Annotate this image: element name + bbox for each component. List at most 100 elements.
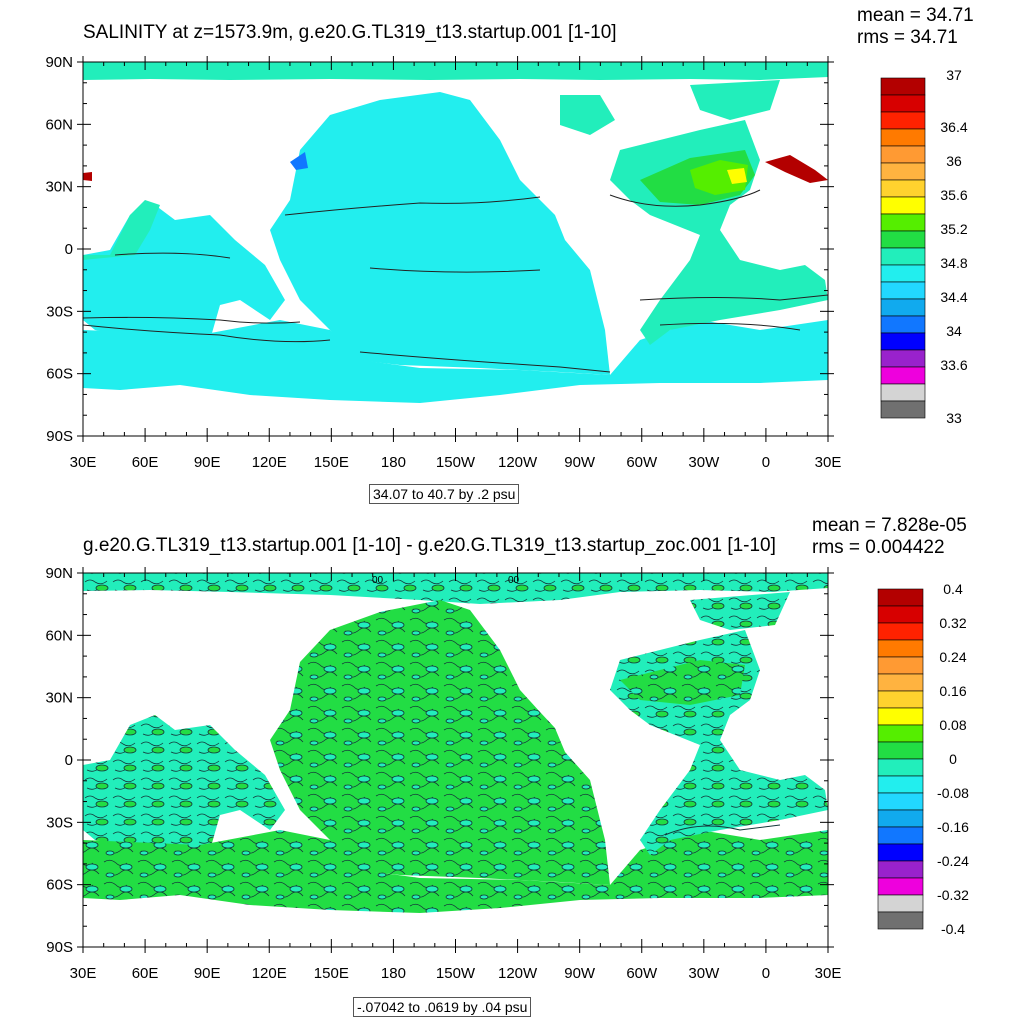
lat-label: 30N: [45, 690, 73, 707]
colorbar-swatch: [877, 775, 924, 794]
colorbar-swatch: [877, 741, 924, 760]
colorbar-swatch: [880, 111, 926, 130]
lon-label: 90W: [564, 454, 596, 471]
colorbar-label: 36: [946, 153, 962, 169]
colorbar-swatch: [877, 639, 924, 658]
lat-label: 0: [65, 241, 73, 258]
colorbar-swatch: [877, 605, 924, 624]
colorbar-label: 35.6: [940, 187, 967, 203]
colorbar-swatch: [880, 230, 926, 249]
lat-label: 30S: [46, 303, 73, 320]
lon-label: 120E: [252, 454, 287, 471]
colorbar-swatch: [877, 792, 924, 811]
pacific-ocean: [270, 92, 610, 375]
lon-label: 180: [381, 965, 406, 982]
colorbar-swatch: [880, 196, 926, 215]
panel-2-map: 00 00: [83, 573, 828, 947]
colorbar-label: 0.24: [939, 649, 966, 665]
lon-label: 150W: [436, 454, 476, 471]
colorbar-swatch: [877, 758, 924, 777]
colorbar-label: 36.4: [940, 119, 967, 135]
lon-label: 150E: [314, 965, 349, 982]
lon-label: 90E: [194, 965, 221, 982]
colorbar-label: 37: [946, 67, 962, 83]
colorbar-swatch: [877, 843, 924, 862]
lat-label: 60S: [46, 877, 73, 894]
lon-label: 60E: [132, 454, 159, 471]
panel-2-mean: mean = 7.828e-05: [812, 515, 967, 536]
lat-label: 60N: [45, 116, 73, 133]
colorbar-swatch: [880, 366, 926, 385]
lat-label: 30N: [45, 179, 73, 196]
lon-label: 30E: [815, 965, 842, 982]
colorbar-swatch: [877, 588, 924, 607]
lon-label: 120E: [252, 965, 287, 982]
lat-label: 30S: [46, 814, 73, 831]
colorbar-swatch: [880, 298, 926, 317]
colorbar-swatch: [877, 809, 924, 828]
lon-label: 120W: [498, 454, 538, 471]
lat-label: 60S: [46, 366, 73, 383]
colorbar-swatch: [880, 264, 926, 283]
colorbar-label: -0.24: [937, 853, 969, 869]
lon-label: 180: [381, 454, 406, 471]
lon-label: 0: [762, 454, 770, 471]
lon-label: 90E: [194, 454, 221, 471]
panel-1-title: SALINITY at z=1573.9m, g.e20.G.TL319_t13…: [83, 22, 617, 43]
colorbar-label: 0.16: [939, 683, 966, 699]
colorbar-swatch: [877, 911, 924, 930]
lon-label: 120W: [498, 965, 538, 982]
colorbar-swatch: [880, 247, 926, 266]
lon-label: 60W: [626, 965, 658, 982]
panel-2-title: g.e20.G.TL319_t13.startup.001 [1-10] - g…: [83, 535, 776, 556]
colorbar-label: -0.4: [941, 921, 965, 937]
colorbar-swatch: [877, 656, 924, 675]
colorbar-swatch: [880, 77, 926, 96]
colorbar-swatch: [877, 724, 924, 743]
lat-label: 0: [65, 752, 73, 769]
lat-label: 60N: [45, 627, 73, 644]
lon-label: 60W: [626, 454, 658, 471]
colorbar-label: 34.4: [940, 289, 967, 305]
colorbar-label: 35.2: [940, 221, 967, 237]
colorbar-label: 34.8: [940, 255, 967, 271]
map-axes: 90N 60N 30N 0 30S 60S 90S 30E 60E 90E 120E 150E 180 1…: [45, 54, 841, 982]
colorbar-swatch: [880, 281, 926, 300]
lat-label: 90N: [45, 54, 73, 71]
colorbar-swatch: [880, 400, 926, 419]
lat-label: 90S: [46, 428, 73, 445]
lat-label: 90N: [45, 565, 73, 582]
lon-label: 30E: [70, 965, 97, 982]
colorbar-swatch: [880, 94, 926, 113]
lon-label: 30W: [688, 454, 720, 471]
colorbar-swatch: [877, 860, 924, 879]
colorbar-label: 33.6: [940, 357, 967, 373]
lon-label: 90W: [564, 965, 596, 982]
colorbar-swatch: [880, 128, 926, 147]
colorbar-label: 0.4: [943, 581, 963, 597]
colorbar-swatch: [880, 145, 926, 164]
colorbar-swatch: [877, 707, 924, 726]
colorbar-swatch: [877, 826, 924, 845]
colorbar-swatch: [880, 179, 926, 198]
lon-label: 30E: [815, 454, 842, 471]
colorbar-swatch: [877, 894, 924, 913]
panel-2-contour-info: -.07042 to .0619 by .04 psu: [353, 997, 532, 1017]
contour-label-1: 00: [372, 575, 384, 586]
colorbar-label: 0: [949, 751, 957, 767]
panel-2-rms: rms = 0.004422: [812, 537, 945, 558]
colorbar-label: 34: [946, 323, 962, 339]
lon-label: 0: [762, 965, 770, 982]
lon-label: 30E: [70, 454, 97, 471]
colorbar-swatch: [877, 877, 924, 896]
colorbar-swatch: [880, 383, 926, 402]
colorbar-swatch: [880, 213, 926, 232]
diff-indian: [83, 715, 285, 855]
lon-label: 30W: [688, 965, 720, 982]
diff-southern: [83, 830, 828, 913]
diff-pacific: [270, 600, 610, 885]
lon-label: 150E: [314, 454, 349, 471]
colorbar-2: 0.4 0.32 0.24 0.16 0.08 0 -0.08 -0.16 -0.24 -0.32…: [877, 581, 969, 937]
panel-1-rms: rms = 34.71: [857, 27, 958, 48]
